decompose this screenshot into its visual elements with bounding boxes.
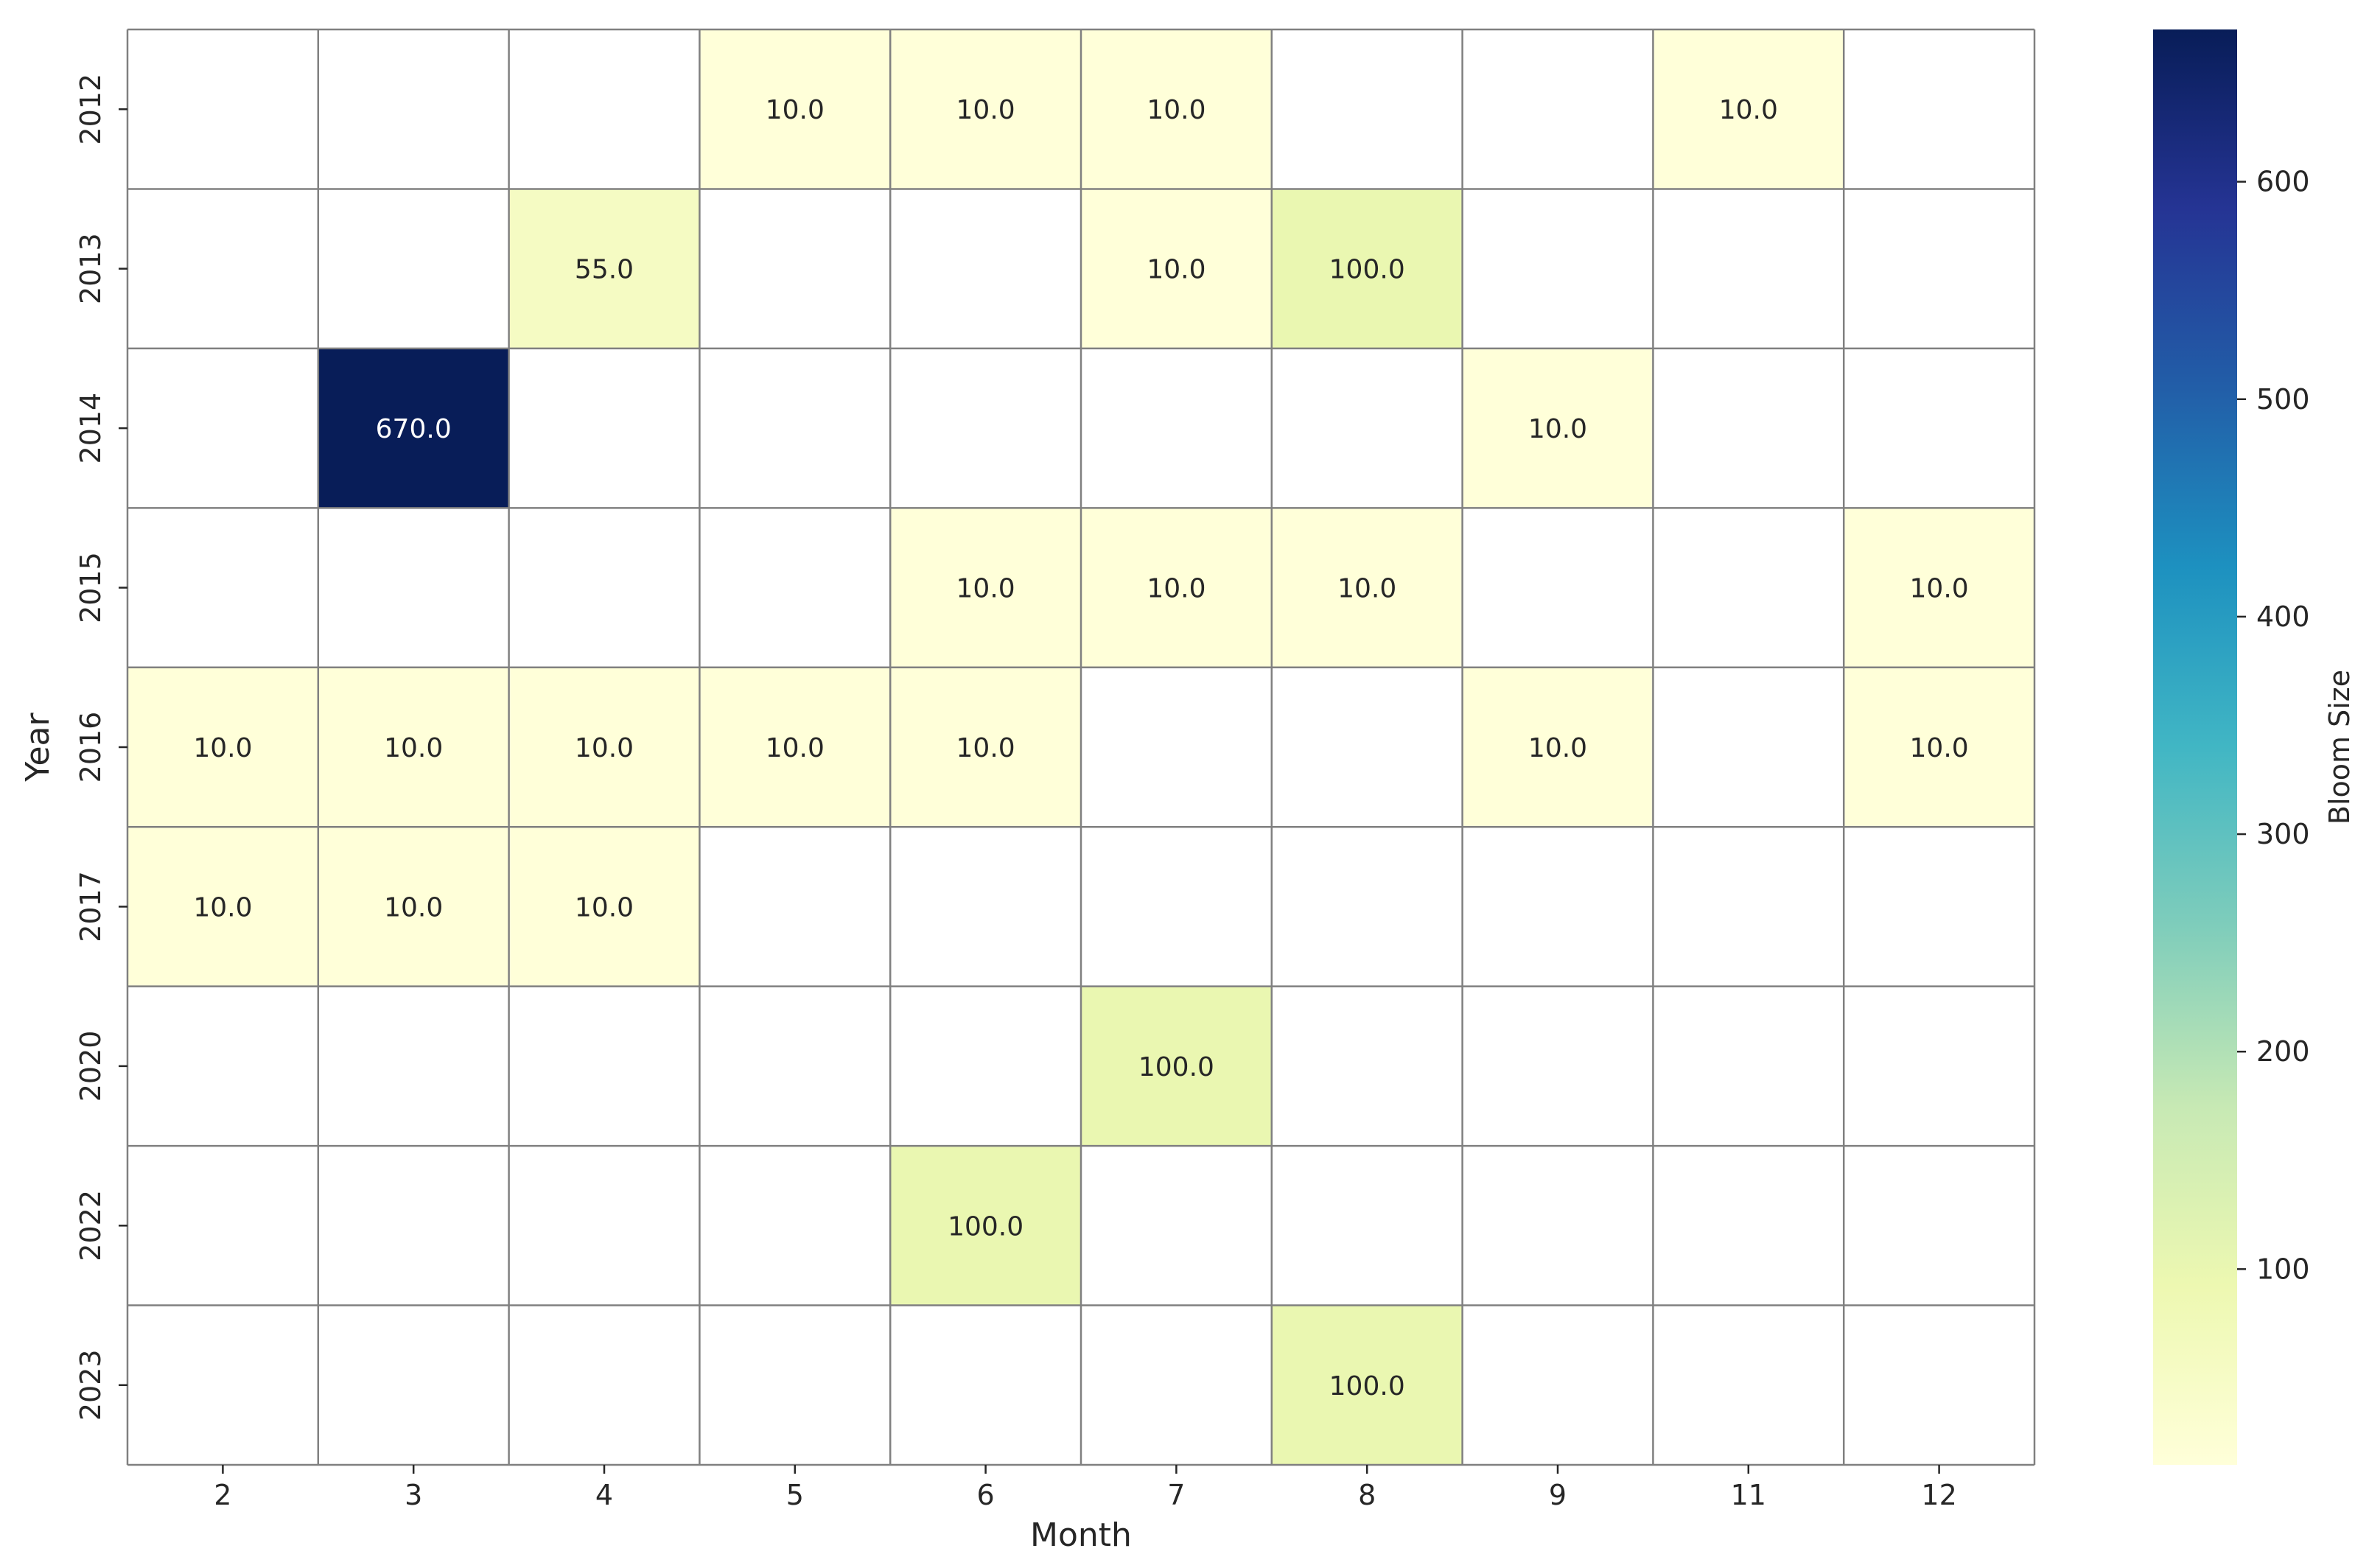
x-tick-label-8: 8: [1358, 1479, 1376, 1511]
heatmap-cell-2022-6: [890, 1146, 1081, 1306]
heatmap-cell-label-2017-2: 10.0: [193, 892, 252, 923]
heatmap-cell-2012-5: [699, 29, 891, 189]
x-tick-label-12: 12: [1921, 1479, 1956, 1511]
colorbar-tick-label-500: 500: [2256, 383, 2310, 416]
y-tick-label-2023: 2023: [74, 1349, 107, 1421]
y-tick-label-2013: 2013: [74, 233, 107, 304]
heatmap-cell-label-2023-8: 100.0: [1329, 1371, 1405, 1401]
y-tick-label-2012: 2012: [74, 74, 107, 145]
heatmap-gridlines: [126, 28, 2036, 1466]
x-tick-label-2: 2: [214, 1479, 231, 1511]
heatmap-cell-2015-7: [1081, 508, 1272, 668]
y-tick-label-2017: 2017: [74, 871, 107, 942]
heatmap-cell-label-2016-2: 10.0: [193, 733, 252, 763]
y-tick-label-2014: 2014: [74, 393, 107, 464]
heatmap-cell-label-2022-6: 100.0: [948, 1211, 1023, 1242]
colorbar-tick-label-400: 400: [2256, 601, 2310, 633]
x-tick-label-3: 3: [405, 1479, 422, 1511]
heatmap-cell-2014-3: [318, 348, 509, 508]
heatmap-cell-2014-9: [1462, 348, 1654, 508]
colorbar-ticks: 100 200 300 400 500 600: [2237, 166, 2310, 1285]
x-tick-label-11: 11: [1731, 1479, 1766, 1511]
heatmap-cell-label-2014-3: 670.0: [376, 414, 452, 444]
x-tick-label-6: 6: [977, 1479, 995, 1511]
heatmap-cell-2016-4: [508, 667, 700, 827]
heatmap-cell-2015-6: [890, 508, 1081, 668]
heatmap-cell-label-2016-3: 10.0: [384, 733, 443, 763]
heatmap-cell-2012-11: [1653, 29, 1844, 189]
y-tick-label-2015: 2015: [74, 552, 107, 623]
x-axis-ticks: 2 3 4 5 6 7 8 9 11 12: [214, 1465, 1957, 1511]
heatmap-cell-label-2020-7: 100.0: [1138, 1052, 1214, 1082]
y-tick-label-2016: 2016: [74, 712, 107, 783]
heatmap-cell-label-2016-12: 10.0: [1910, 733, 1969, 763]
y-tick-label-2022: 2022: [74, 1190, 107, 1261]
heatmap-cell-2017-2: [127, 827, 318, 987]
heatmap-cell-2016-3: [318, 667, 509, 827]
heatmap-cell-label-2015-12: 10.0: [1910, 574, 1969, 604]
y-axis-label: Year: [19, 713, 57, 783]
heatmap-cell-label-2013-7: 10.0: [1147, 255, 1206, 285]
heatmap-cell-label-2013-4: 55.0: [575, 255, 634, 285]
heatmap-cell-2013-4: [508, 189, 700, 349]
heatmap-cell-2017-3: [318, 827, 509, 987]
heatmap-cell-2016-9: [1462, 667, 1654, 827]
heatmap-cell-2020-7: [1081, 986, 1272, 1147]
heatmap-cell-2013-7: [1081, 189, 1272, 349]
heatmap-cell-label-2013-8: 100.0: [1329, 255, 1405, 285]
heatmap-cell-label-2015-7: 10.0: [1147, 574, 1206, 604]
heatmap-cell-2012-6: [890, 29, 1081, 189]
heatmap-cell-2016-5: [699, 667, 891, 827]
heatmap-cell-label-2016-9: 10.0: [1528, 733, 1587, 763]
y-axis-ticks: 2012 2013 2014 2015 2016 2017 2020 2022 2023: [74, 74, 127, 1421]
heatmap-cell-label-2012-7: 10.0: [1147, 95, 1206, 125]
heatmap-cell-label-2016-6: 10.0: [956, 733, 1015, 763]
colorbar-label: Bloom Size: [2323, 670, 2356, 825]
heatmap-cell-label-2016-4: 10.0: [575, 733, 634, 763]
heatmap-cell-2016-2: [127, 667, 318, 827]
colorbar: [2153, 29, 2237, 1465]
x-tick-label-7: 7: [1167, 1479, 1185, 1511]
y-tick-label-2020: 2020: [74, 1031, 107, 1102]
colorbar-tick-label-600: 600: [2256, 166, 2310, 198]
heatmap-cells: 10.0 10.0 10.0 10.0 55.0 10.0 100.0 670.0 10.0 10…: [127, 29, 2034, 1465]
heatmap-cell-2013-8: [1271, 189, 1463, 349]
colorbar-tick-label-200: 200: [2256, 1035, 2310, 1068]
heatmap-cell-label-2014-9: 10.0: [1528, 414, 1587, 444]
x-axis-label: Month: [1030, 1516, 1132, 1554]
heatmap-cell-label-2017-3: 10.0: [384, 892, 443, 923]
heatmap-cell-2016-12: [1844, 667, 2034, 827]
heatmap-cell-label-2012-11: 10.0: [1719, 95, 1778, 125]
heatmap-cell-label-2012-6: 10.0: [956, 95, 1015, 125]
heatmap-cell-label-2015-6: 10.0: [956, 574, 1015, 604]
heatmap-cell-2015-12: [1844, 508, 2034, 668]
heatmap-cell-label-2017-4: 10.0: [575, 892, 634, 923]
heatmap-cell-label-2012-5: 10.0: [766, 95, 825, 125]
heatmap-cell-2023-8: [1271, 1305, 1463, 1465]
heatmap-cell-label-2016-5: 10.0: [766, 733, 825, 763]
x-tick-label-5: 5: [786, 1479, 804, 1511]
x-tick-label-9: 9: [1549, 1479, 1567, 1511]
heatmap-cell-label-2015-8: 10.0: [1337, 574, 1396, 604]
heatmap-cell-2015-8: [1271, 508, 1463, 668]
x-tick-label-4: 4: [595, 1479, 613, 1511]
colorbar-tick-label-100: 100: [2256, 1253, 2310, 1285]
heatmap-cell-2017-4: [508, 827, 700, 987]
heatmap-cell-2012-7: [1081, 29, 1272, 189]
heatmap-cell-2016-6: [890, 667, 1081, 827]
colorbar-tick-label-300: 300: [2256, 818, 2310, 850]
